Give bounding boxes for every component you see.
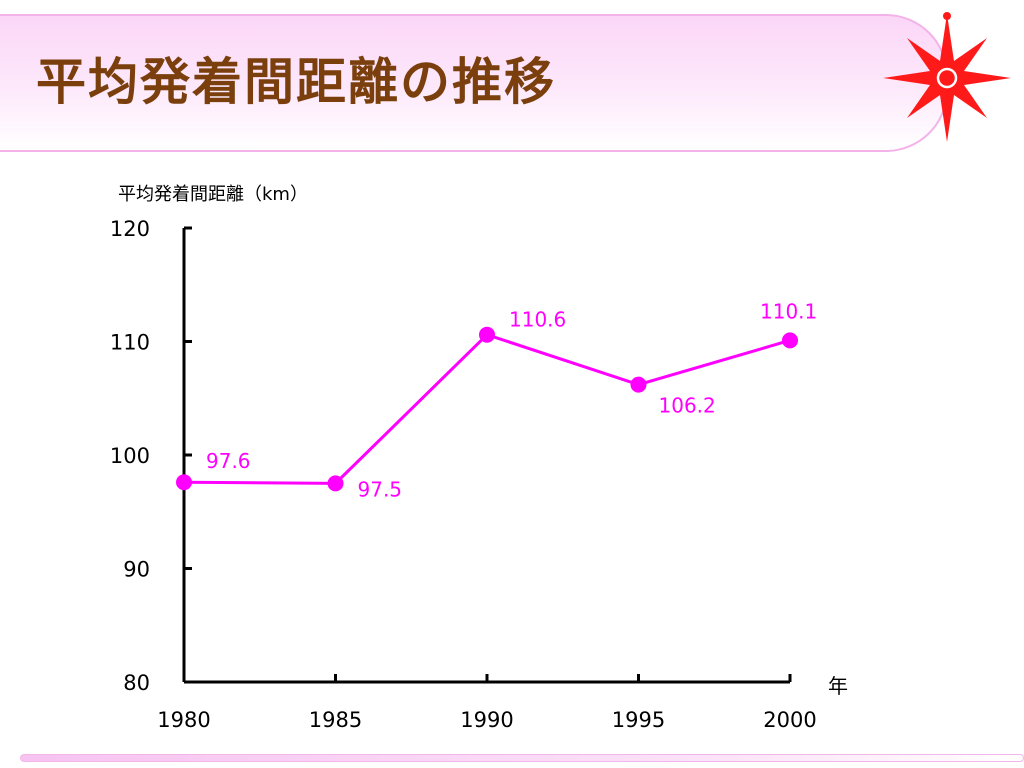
data-label: 97.5 — [358, 477, 403, 501]
data-labels: 97.6 97.5 110.6 106.2 110.1 — [206, 299, 817, 501]
y-tick-label: 120 — [110, 217, 150, 241]
compass-star-icon — [883, 12, 1011, 142]
data-points — [176, 326, 798, 492]
data-point — [782, 332, 798, 349]
x-axis-ticks: 1980 1985 1990 1995 2000 — [157, 674, 817, 732]
y-axis-title: 平均発着間距離（km） — [118, 184, 308, 205]
data-label: 106.2 — [659, 394, 716, 418]
footer-bar — [20, 754, 1024, 762]
y-axis-ticks: 80 90 100 110 120 — [110, 217, 192, 695]
y-tick-label: 110 — [110, 331, 150, 355]
x-tick-label: 1985 — [309, 708, 362, 732]
page-title: 平均発着間距離の推移 — [36, 53, 556, 111]
data-point — [176, 474, 192, 491]
y-tick-label: 100 — [110, 444, 150, 468]
data-point — [630, 376, 647, 393]
data-label: 110.6 — [509, 308, 566, 332]
x-axis-title: 年 — [828, 674, 848, 698]
line-chart: 平均発着間距離（km） 年 80 90 100 110 120 1980 1985 1990… — [110, 184, 848, 732]
x-tick-label: 2000 — [763, 708, 816, 732]
x-tick-label: 1995 — [612, 708, 665, 732]
x-tick-label: 1990 — [460, 708, 513, 732]
data-label: 97.6 — [206, 449, 251, 473]
y-tick-label: 80 — [123, 671, 150, 695]
y-tick-label: 90 — [123, 558, 150, 582]
title-banner — [0, 14, 948, 152]
data-label: 110.1 — [760, 299, 817, 323]
data-point — [327, 475, 344, 492]
data-point — [479, 326, 495, 343]
x-tick-label: 1980 — [157, 708, 210, 732]
